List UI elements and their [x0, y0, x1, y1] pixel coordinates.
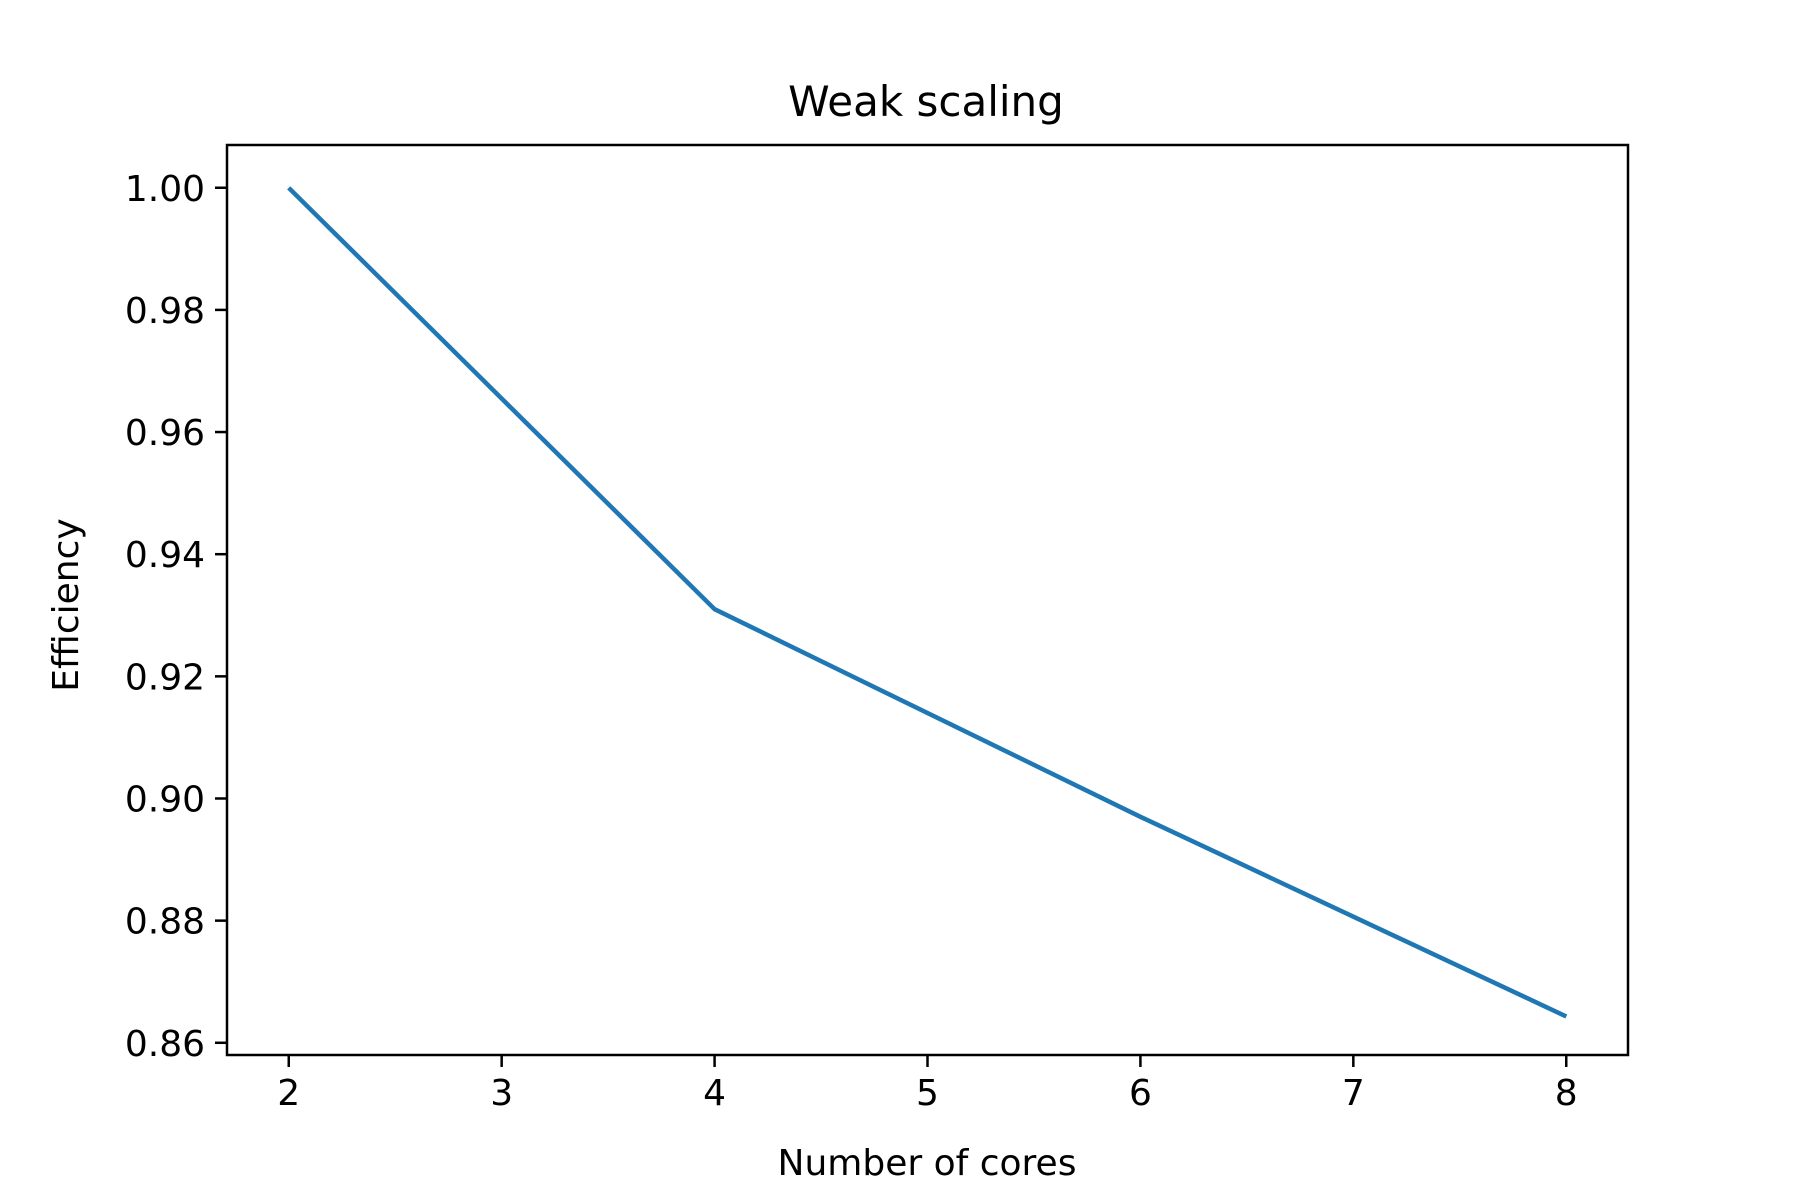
y-tick-label: 0.92: [125, 657, 205, 698]
y-tick-label: 0.98: [125, 291, 205, 332]
y-tick-label: 0.88: [125, 902, 205, 943]
x-tick-label: 3: [490, 1073, 513, 1114]
x-tick-label: 4: [703, 1073, 726, 1114]
series-layer: [287, 186, 1568, 1019]
x-tick-label: 6: [1129, 1073, 1152, 1114]
y-tick-label: 0.94: [125, 535, 205, 576]
x-tick-label: 7: [1342, 1073, 1365, 1114]
series-line: [287, 186, 1568, 1019]
y-axis-label: Efficiency: [46, 518, 87, 691]
y-tick-label: 0.90: [125, 779, 205, 820]
x-tick-label: 5: [916, 1073, 939, 1114]
y-tick-label: 0.96: [125, 413, 205, 454]
x-tick-label: 8: [1555, 1073, 1578, 1114]
y-axis: 1.00 0.98 0.96 0.94 0.92 0.90 0.88 0.86: [125, 169, 227, 1065]
x-axis: 2 3 4 5 6 7 8: [277, 1055, 1578, 1114]
x-axis-label: Number of cores: [778, 1143, 1077, 1184]
plot-frame: [225, 143, 1630, 1057]
y-tick-label: 1.00: [125, 169, 205, 210]
x-tick-label: 2: [277, 1073, 300, 1114]
y-tick-label: 0.86: [125, 1024, 205, 1065]
chart-title: Weak scaling: [788, 77, 1064, 126]
